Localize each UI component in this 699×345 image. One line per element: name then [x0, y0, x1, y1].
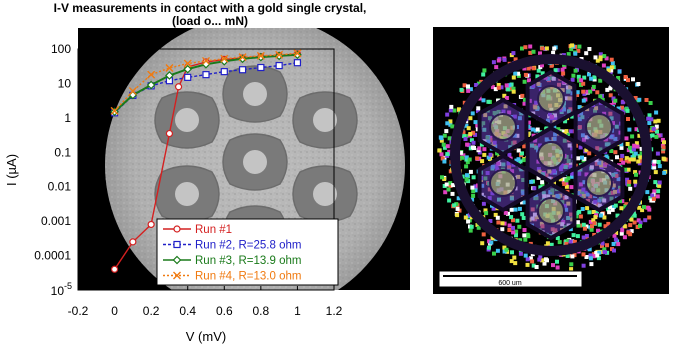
data-point — [220, 68, 228, 76]
legend-marker — [173, 271, 181, 280]
data-point — [256, 51, 265, 60]
data-point — [238, 53, 247, 62]
data-point — [147, 70, 156, 79]
legend: Run #1 Run #2, R=25.8 ohm Run #3, R=13.9 o… — [156, 218, 339, 286]
chart-title-block: I-V measurements in contact with a gold … — [0, 2, 420, 28]
data-point — [293, 49, 302, 58]
x-tick-label: 0.6 — [216, 304, 233, 318]
y-tick-label: 0.001 — [41, 214, 71, 228]
legend-item: Run #2, R=25.8 ohm — [163, 240, 301, 252]
data-point — [257, 63, 265, 72]
legend-label: Run #1 — [195, 224, 232, 236]
data-point — [202, 56, 210, 65]
x-axis-label: V (mV) — [186, 329, 226, 344]
data-point — [275, 61, 283, 70]
data-point — [275, 50, 284, 59]
data-point — [238, 54, 247, 64]
data-point — [293, 59, 302, 67]
filament-bundles — [450, 54, 652, 256]
scale-bar-label: 600 um — [498, 280, 522, 287]
x-tick-label: 0.2 — [143, 304, 160, 318]
y-tick-label: 0.01 — [48, 180, 72, 194]
data-point — [128, 87, 137, 96]
y-tick-label: 0.1 — [54, 145, 71, 159]
data-point — [238, 66, 247, 74]
data-point — [274, 51, 284, 61]
data-point — [110, 265, 119, 273]
y-tick-label: 0.0001 — [34, 249, 71, 263]
legend-label: Run #4, R=13.0 ohm — [195, 271, 301, 283]
plot-frame — [77, 48, 335, 291]
x-tick-label: 0 — [111, 304, 118, 318]
x-tick-label: 0.4 — [179, 304, 196, 318]
y-tick-label: 10 — [58, 76, 72, 90]
iv-chart: -0.2 0 0.2 0.4 0.6 0.8 1 1.2 100 10 1 0.1 0.01 0.001… — [4, 28, 410, 344]
data-point — [165, 129, 174, 138]
y-tick-label-exponent: -5 — [64, 281, 72, 291]
legend-label: Run #2, R=25.8 ohm — [195, 240, 301, 252]
legend-marker — [173, 240, 181, 249]
data-point — [174, 83, 183, 91]
legend-item: Run #4, R=13.0 ohm — [163, 271, 301, 283]
data-point — [184, 73, 192, 81]
y-tick-label: 100 — [51, 42, 71, 56]
data-point — [183, 59, 192, 68]
series-4 — [110, 49, 302, 115]
x-tick-label: -0.2 — [68, 304, 89, 318]
data-point — [129, 238, 137, 246]
y-tick-label: 1 — [64, 111, 71, 125]
x-axis: -0.2 0 0.2 0.4 0.6 0.8 1 1.2 — [68, 286, 343, 318]
chart-title: I-V measurements in contact with a gold … — [53, 1, 367, 15]
y-tick-label-base: 10 — [51, 284, 65, 298]
x-tick-label: 1 — [294, 304, 301, 318]
data-point — [165, 71, 174, 80]
data-point — [165, 64, 174, 73]
legend-box — [156, 218, 339, 286]
data-point — [110, 106, 119, 115]
legend-item: Run #3, R=13.9 ohm — [163, 255, 301, 267]
legend-marker — [172, 255, 182, 265]
ebsd-micrograph: 600 um — [433, 27, 669, 294]
data-point — [220, 54, 229, 63]
series-layer — [110, 49, 302, 273]
data-point — [147, 220, 155, 229]
data-point — [202, 71, 210, 79]
x-tick-label: 0.8 — [253, 304, 270, 318]
y-axis-label: I (µA) — [4, 154, 19, 186]
legend-marker — [173, 225, 181, 233]
chart-subtitle: (load o... mN) — [172, 14, 248, 28]
x-tick-label: 1.2 — [326, 304, 343, 318]
data-point — [183, 64, 193, 74]
legend-label: Run #3, R=13.9 ohm — [195, 255, 301, 267]
legend-item: Run #1 — [163, 224, 232, 236]
data-point — [146, 80, 156, 90]
